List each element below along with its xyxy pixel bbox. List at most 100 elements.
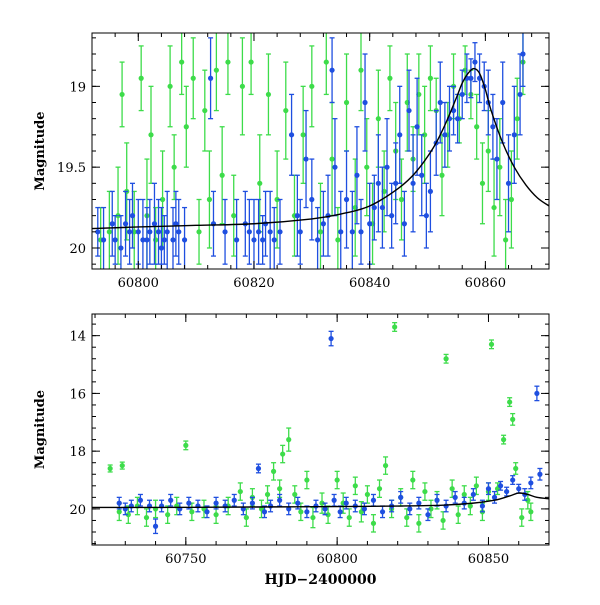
data-point: [109, 190, 115, 257]
data-point: [443, 353, 449, 364]
model-curve: [92, 492, 549, 509]
data-point: [138, 45, 144, 112]
data-point: [319, 492, 325, 514]
bottom-panel-x-axis-label: HJD−2400000: [265, 572, 377, 588]
data-point: [183, 440, 189, 451]
y-tick-label: 20: [69, 242, 86, 257]
data-point: [376, 479, 383, 499]
data-point: [173, 190, 179, 257]
data-point: [425, 508, 431, 522]
data-point: [128, 499, 134, 513]
data-point: [246, 198, 252, 265]
data-point: [428, 499, 434, 519]
data-point: [159, 150, 166, 249]
data-point: [334, 470, 340, 490]
bottom-panel-y-axis-label: Magnitude: [33, 390, 48, 469]
data-point: [358, 198, 364, 265]
data-point: [491, 490, 498, 504]
data-point: [147, 198, 153, 265]
data-point: [440, 511, 446, 530]
data-point: [267, 190, 273, 269]
data-point: [416, 496, 422, 510]
data-point: [476, 53, 483, 104]
data-point: [183, 85, 189, 168]
data-point: [256, 198, 262, 265]
data-point: [298, 502, 304, 522]
data-point: [510, 412, 516, 426]
data-point: [179, 33, 185, 96]
data-point: [118, 215, 124, 269]
data-point: [207, 37, 214, 120]
data-point: [505, 134, 512, 233]
data-point: [410, 470, 416, 490]
data-point: [439, 134, 445, 217]
x-tick-label: 60860: [465, 276, 506, 291]
data-point: [265, 53, 272, 136]
data-point: [494, 118, 500, 201]
data-point: [225, 33, 231, 96]
data-point: [393, 142, 399, 225]
data-point: [168, 493, 174, 507]
data-point: [513, 462, 519, 475]
top-panel-frame: [91, 32, 550, 270]
data-point: [370, 514, 377, 533]
data-point: [161, 215, 167, 265]
data-point: [286, 502, 292, 516]
data-point: [507, 397, 513, 408]
bottom-panel: Magnitude HJD−2400000 60750 60800 60850 14 1…: [33, 313, 550, 588]
data-point: [171, 134, 177, 201]
data-point: [520, 33, 526, 87]
data-point: [190, 37, 196, 120]
bottom-panel-frame: [91, 313, 550, 546]
data-point: [152, 518, 159, 535]
data-point: [264, 485, 271, 504]
x-tick-label: 60820: [233, 276, 274, 291]
data-point: [270, 462, 277, 481]
data-point: [328, 330, 334, 347]
data-point: [317, 182, 324, 269]
data-point: [331, 493, 337, 507]
x-tick-label: 60850: [468, 552, 509, 567]
data-point: [449, 479, 455, 499]
data-point: [497, 118, 503, 217]
data-point: [364, 485, 371, 504]
data-point: [452, 490, 458, 504]
data-point: [231, 493, 237, 507]
data-point: [100, 206, 107, 269]
data-point: [497, 480, 504, 491]
data-point: [503, 198, 509, 269]
data-point: [186, 496, 192, 510]
data-point: [443, 499, 449, 513]
data-point: [379, 505, 386, 519]
data-point: [267, 499, 274, 513]
data-point: [406, 69, 412, 152]
data-point: [195, 499, 201, 513]
data-point: [332, 118, 338, 217]
axis-ticks: 60800 60820 60840 60860 19 19.5 20: [57, 33, 549, 291]
data-point: [277, 198, 283, 265]
data-point: [222, 499, 228, 513]
data-point: [473, 476, 479, 496]
data-point: [310, 506, 316, 529]
series-green: [98, 33, 526, 269]
data-point: [255, 463, 262, 474]
data-point: [210, 190, 217, 257]
data-point: [257, 134, 263, 233]
data-point: [414, 77, 420, 176]
data-point: [517, 53, 523, 136]
data-point: [115, 166, 121, 265]
data-point: [407, 502, 413, 516]
data-point: [127, 198, 133, 265]
data-point: [164, 190, 170, 269]
data-point: [181, 206, 188, 269]
data-point: [343, 150, 350, 249]
data-point: [427, 150, 434, 233]
data-point: [309, 45, 315, 128]
data-point: [274, 150, 280, 249]
x-tick-label: 60840: [349, 276, 390, 291]
data-point: [501, 434, 507, 445]
data-point: [153, 206, 159, 269]
x-tick-label: 60800: [316, 552, 357, 567]
data-point: [222, 198, 228, 265]
